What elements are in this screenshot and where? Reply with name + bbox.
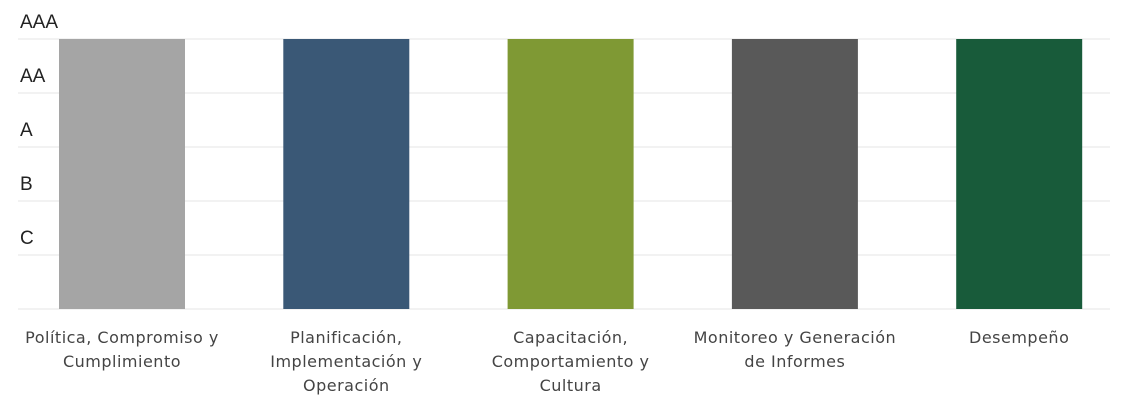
y-tick-label: A	[20, 120, 33, 141]
y-tick-label: AAA	[20, 12, 58, 33]
bar	[59, 39, 185, 309]
bar	[283, 39, 410, 309]
y-tick-label: AA	[20, 66, 46, 87]
bar	[731, 39, 858, 309]
bar	[507, 39, 634, 309]
x-tick-label: Monitoreo y Generación de Informes	[693, 328, 897, 371]
bar	[956, 39, 1083, 309]
x-tick-label: Planificación, Implementación y Operació…	[270, 328, 423, 395]
x-tick-label: Desempeño	[969, 328, 1070, 347]
x-tick-label: Capacitación, Comportamiento y Cultura	[491, 328, 650, 395]
x-tick-label: Política, Compromiso y Cumplimiento	[25, 328, 219, 371]
y-tick-label: C	[20, 228, 34, 249]
y-tick-label: B	[20, 174, 33, 195]
